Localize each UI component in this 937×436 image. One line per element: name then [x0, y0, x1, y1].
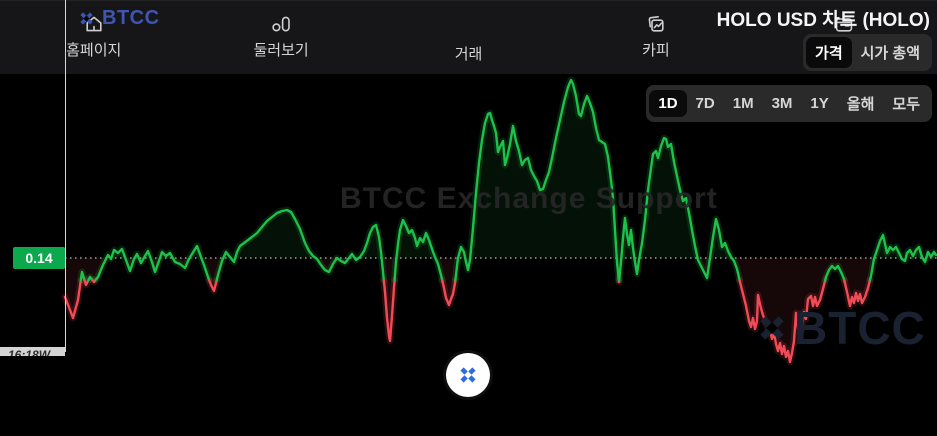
toggle-price[interactable]: 가격	[806, 37, 852, 68]
wallet-icon	[836, 18, 853, 32]
nav-label-copy: 카피	[642, 42, 670, 59]
explore-icon	[272, 16, 290, 32]
btcc-x-watermark-icon	[760, 316, 784, 340]
nav-item-copy[interactable]: 카피	[562, 1, 749, 74]
center-watermark: BTCC Exchange Support	[340, 182, 718, 215]
btcc-x-icon	[460, 367, 476, 383]
range-toggle: 1D 7D 1M 3M 1Y 올해 모두	[646, 85, 932, 122]
page-title: HOLO USD 차트 (HOLO)	[716, 10, 930, 31]
home-icon	[86, 16, 102, 32]
range-3m[interactable]: 3M	[771, 95, 793, 112]
range-all[interactable]: 모두	[892, 96, 920, 113]
nav-label-home: 홈페이지	[66, 42, 122, 59]
y-axis-line	[65, 0, 66, 352]
range-ytd[interactable]: 올해	[846, 96, 875, 113]
nav-label-trade: 거래	[454, 46, 483, 63]
range-1d[interactable]: 1D	[649, 90, 687, 117]
nav-item-home[interactable]: 홈페이지	[0, 1, 187, 74]
range-1m[interactable]: 1M	[732, 95, 754, 112]
current-price-badge: 0.14	[13, 247, 65, 269]
corner-watermark-text: BTCC	[794, 302, 926, 354]
nav-item-explore[interactable]: 둘러보기	[187, 1, 374, 74]
nav-item-trade[interactable]: 거래	[375, 1, 562, 74]
btcc-logo-text: BTCC	[102, 7, 160, 29]
copy-trade-icon	[648, 16, 664, 32]
trade-fab-button[interactable]	[446, 353, 490, 397]
metric-toggle: 가격 시가 총액	[803, 34, 932, 71]
corner-watermark: BTCC	[752, 301, 926, 355]
time-axis-clipped-label: 16:18W	[0, 347, 65, 356]
toggle-market-cap[interactable]: 시가 총액	[860, 45, 920, 62]
btcc-x-logo-icon	[80, 12, 93, 25]
btcc-logo[interactable]: BTCC	[76, 7, 160, 30]
range-1y[interactable]: 1Y	[810, 95, 829, 112]
nav-label-explore: 둘러보기	[253, 42, 309, 59]
range-7d[interactable]: 7D	[695, 95, 715, 112]
